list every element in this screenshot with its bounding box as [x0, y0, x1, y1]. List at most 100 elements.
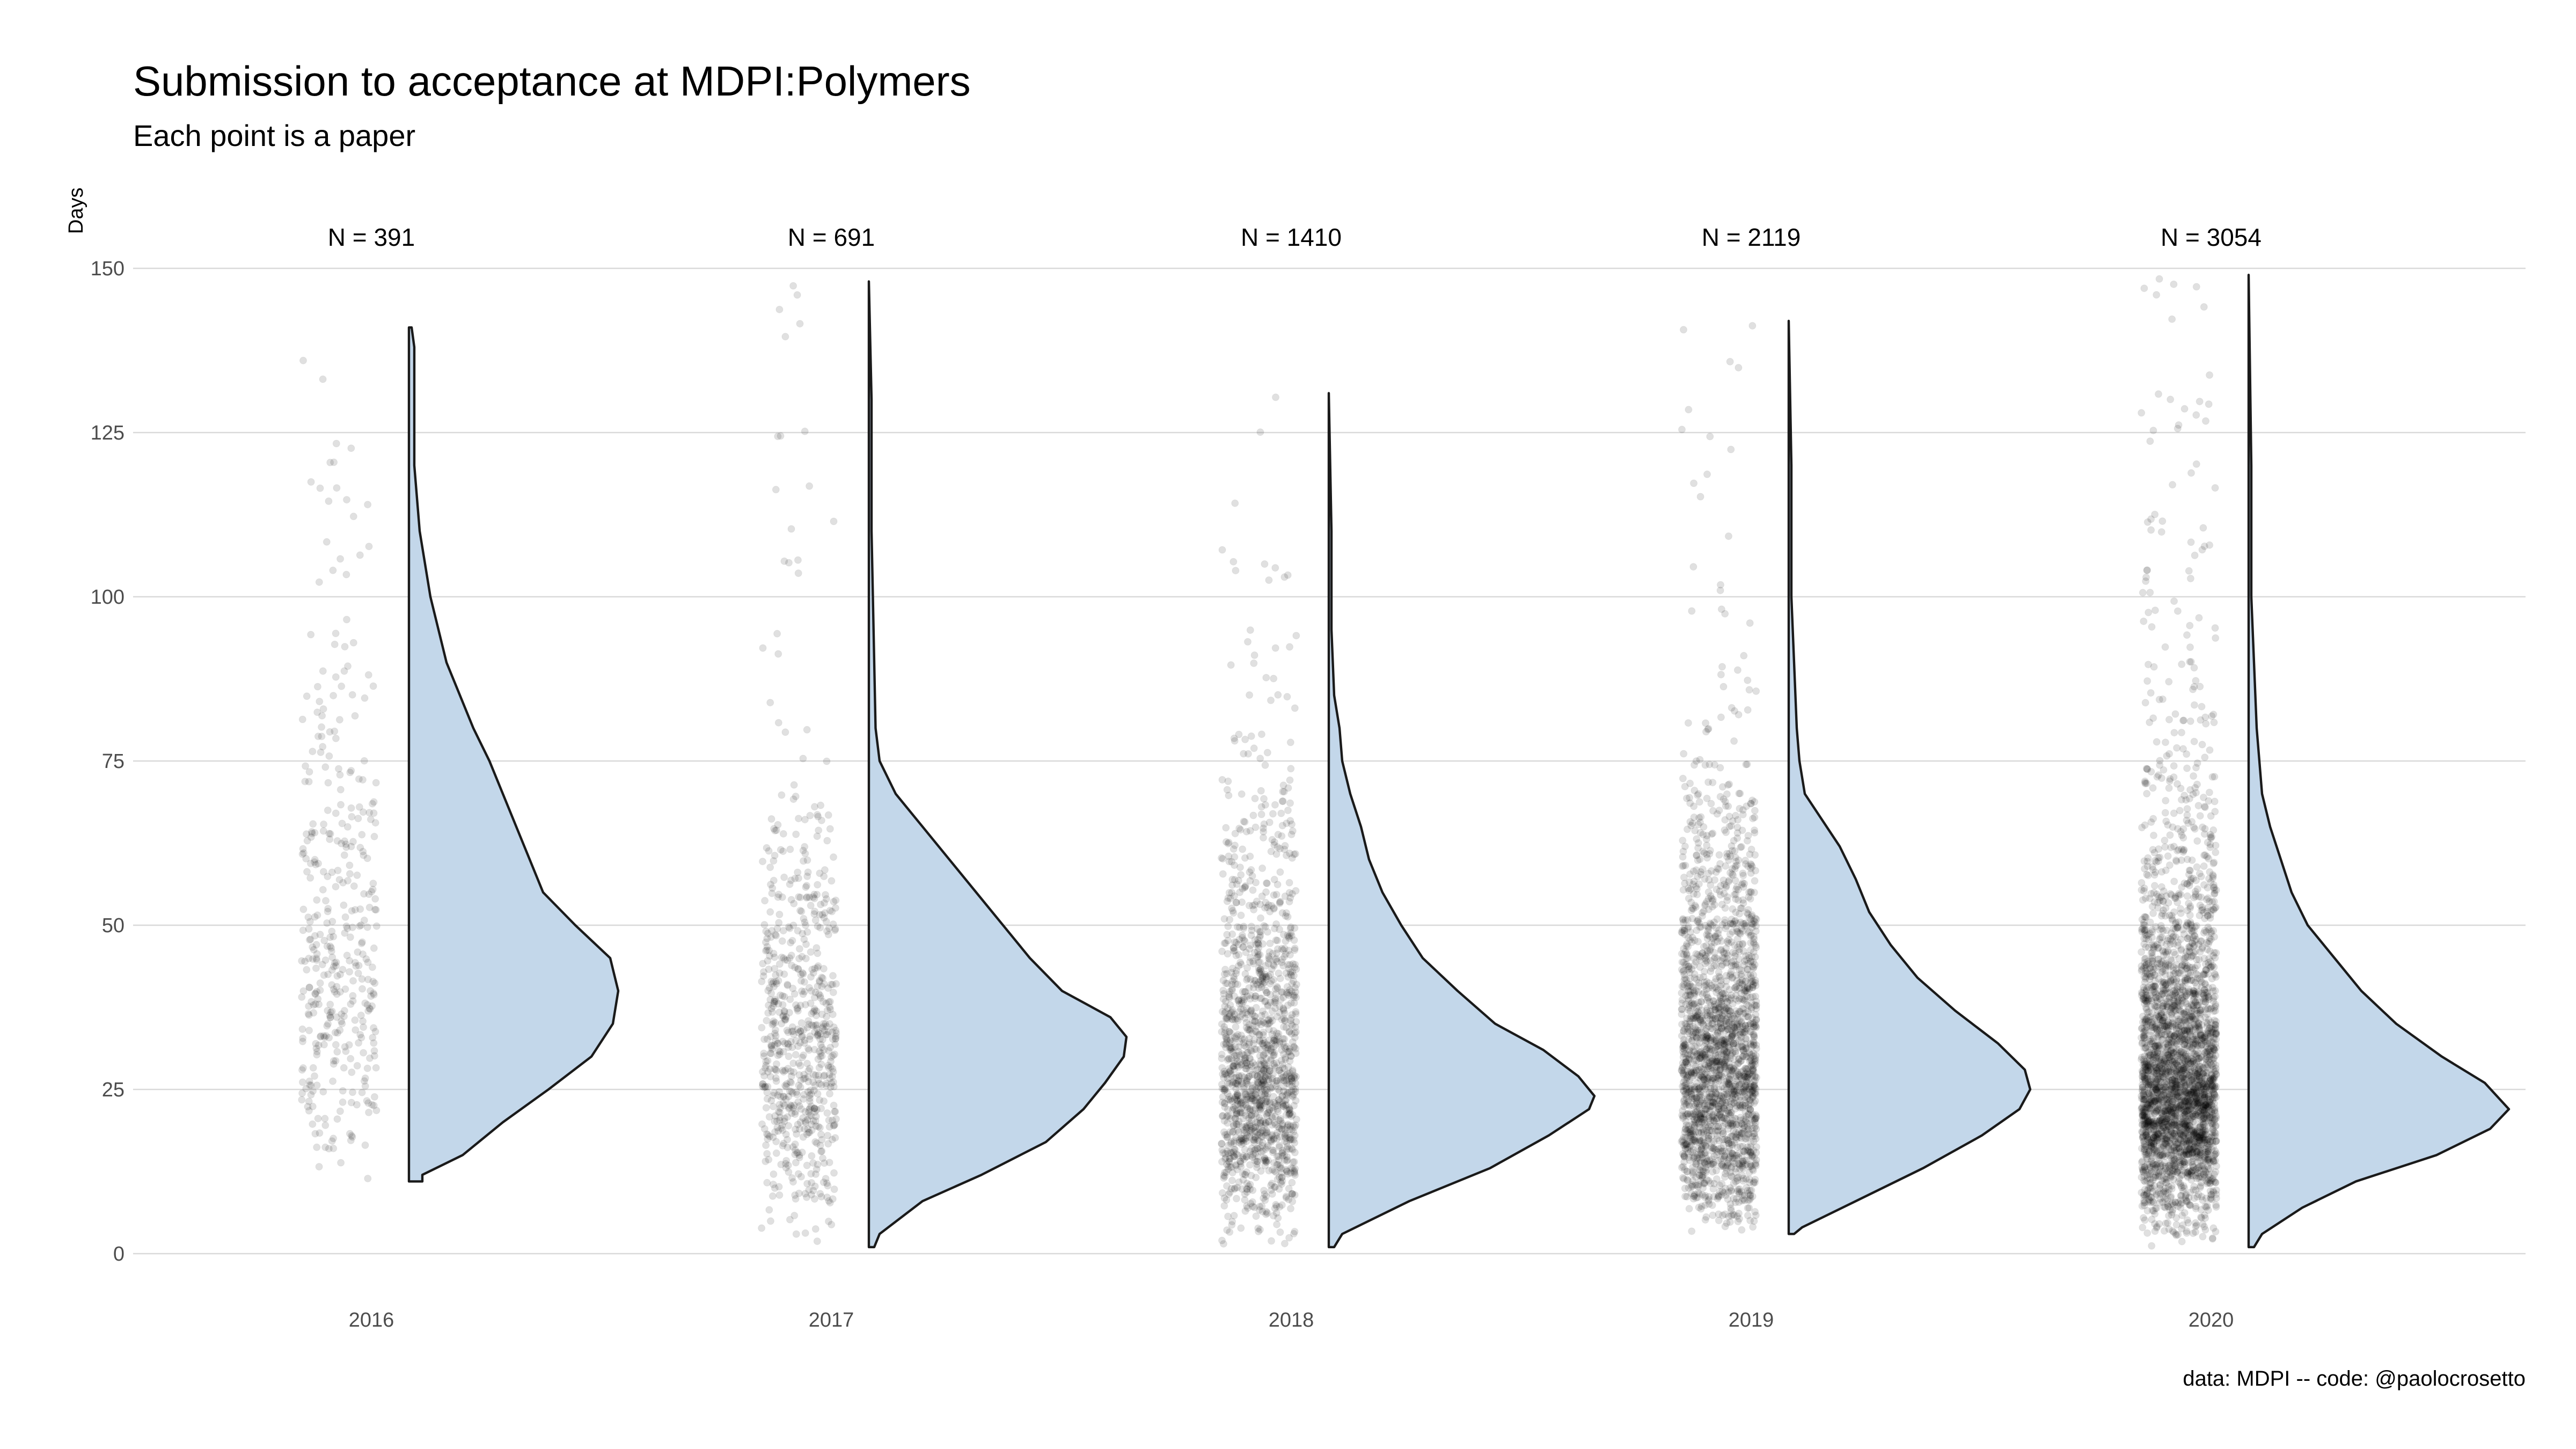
data-point [1241, 1014, 1249, 1022]
data-point [311, 1000, 319, 1008]
data-point [807, 1111, 815, 1119]
data-point [341, 913, 349, 921]
data-point [299, 987, 308, 995]
data-point [764, 1131, 772, 1139]
data-point [352, 1026, 360, 1034]
data-point [1697, 1205, 1705, 1213]
data-point [365, 543, 373, 551]
data-point [1256, 994, 1264, 1002]
data-point [325, 497, 333, 505]
data-point [1226, 916, 1234, 924]
data-point [773, 1124, 781, 1131]
data-point [298, 1025, 306, 1033]
data-point [351, 958, 359, 967]
data-point [1701, 902, 1709, 910]
data-point [780, 873, 788, 881]
data-point [338, 682, 346, 690]
data-point [1746, 619, 1754, 627]
data-point [825, 1064, 833, 1072]
data-point [811, 1225, 819, 1233]
data-point [1290, 1230, 1298, 1238]
data-point [1704, 778, 1713, 786]
data-point [298, 1096, 306, 1104]
data-point [336, 555, 345, 563]
data-point [811, 964, 819, 972]
data-point [1749, 1093, 1757, 1101]
data-point [1228, 964, 1236, 972]
data-point [819, 1022, 828, 1030]
y-tick-label: 125 [91, 422, 125, 444]
data-point [1225, 852, 1233, 860]
data-point [1290, 1091, 1298, 1099]
data-point [327, 947, 335, 955]
data-point [1706, 433, 1714, 441]
data-point [792, 1195, 800, 1203]
data-point [772, 1149, 780, 1157]
data-point [1237, 1224, 1245, 1232]
data-point [309, 955, 317, 963]
data-point [1292, 632, 1300, 640]
data-point [348, 813, 356, 821]
data-point [1752, 1148, 1760, 1157]
data-point [792, 830, 800, 838]
data-point [1694, 839, 1702, 847]
data-point [1262, 962, 1270, 970]
data-point [361, 1074, 369, 1082]
data-point [1695, 1085, 1703, 1093]
year-group-2017 [758, 282, 840, 1245]
data-point [823, 927, 831, 935]
data-point [811, 989, 819, 997]
data-point [825, 924, 833, 932]
data-point [1250, 984, 1257, 992]
data-point [1286, 738, 1294, 747]
data-point [807, 973, 815, 981]
data-point [800, 857, 807, 865]
data-point [771, 965, 779, 972]
data-point [788, 936, 796, 945]
data-point [305, 1107, 313, 1115]
data-point [1728, 1019, 1736, 1027]
data-point [1273, 1152, 1281, 1160]
data-point [1228, 1218, 1236, 1226]
data-point [1258, 864, 1267, 872]
data-point [358, 938, 366, 946]
data-point [311, 913, 319, 921]
data-point [816, 911, 824, 919]
data-point [1751, 807, 1759, 815]
data-point [813, 1237, 821, 1245]
data-point [796, 1125, 803, 1133]
data-point [1260, 795, 1268, 803]
data-point [330, 1057, 338, 1065]
data-point [1218, 854, 1225, 862]
data-point [1238, 1140, 1246, 1148]
data-point [1230, 1063, 1238, 1071]
data-point [1255, 969, 1263, 977]
data-point [1261, 1119, 1269, 1127]
data-point [319, 868, 327, 876]
data-point [337, 801, 345, 809]
data-point [1265, 576, 1273, 584]
data-point [786, 954, 794, 962]
data-point [801, 1229, 809, 1237]
data-point [343, 496, 350, 504]
data-point [1291, 1034, 1299, 1042]
data-point [325, 1145, 333, 1153]
data-point [830, 1169, 838, 1177]
data-point [1708, 830, 1716, 838]
data-point [1291, 984, 1299, 992]
data-point [1227, 1138, 1235, 1146]
data-point [1685, 887, 1693, 895]
data-point [333, 983, 341, 991]
data-point [1254, 1136, 1262, 1144]
data-point [298, 957, 306, 965]
data-point [813, 832, 821, 840]
data-point [806, 1094, 814, 1102]
data-point [763, 844, 771, 852]
data-point [769, 1020, 777, 1027]
data-point [1220, 1085, 1228, 1093]
data-point [1738, 1152, 1746, 1160]
data-point [318, 723, 326, 731]
data-point [313, 956, 321, 964]
data-point [814, 964, 822, 972]
data-point [319, 705, 327, 713]
